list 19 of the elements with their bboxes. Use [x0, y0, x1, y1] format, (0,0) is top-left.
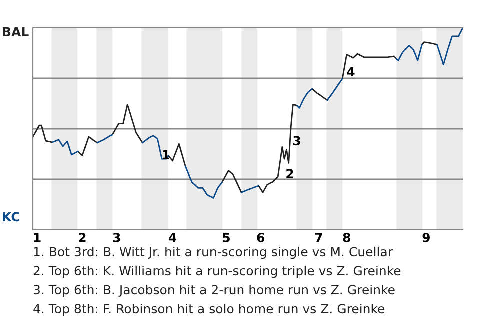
- x-tick-label: 6: [257, 233, 265, 242]
- x-tick-label: 2: [79, 233, 86, 242]
- annotation: 1: [163, 150, 170, 160]
- x-tick-label: 3: [113, 233, 120, 242]
- x-tick-label: 8: [343, 233, 350, 242]
- x-tick-label: 4: [168, 233, 177, 242]
- text: KC: [3, 212, 20, 222]
- annotation: 4: [347, 67, 355, 76]
- text: 1. Bot 3rd: B. Witt Jr. hit a run-scoring single vs M. Cuellar: [34, 246, 394, 260]
- x-tick-label: 1: [34, 233, 41, 242]
- x-tick-label: 9: [422, 233, 430, 242]
- annotation: 3: [293, 136, 300, 146]
- x-tick-label: 5: [223, 233, 230, 242]
- text: 2. Top 6th: K. Williams hit a run-scoring triple vs Z. Greinke: [34, 266, 401, 278]
- annotation: 2: [286, 169, 294, 178]
- text: 3. Top 6th: B. Jacobson hit a 2-run home run vs Z. Greinke: [34, 284, 395, 298]
- x-tick-label: 7: [315, 233, 322, 242]
- text: BAL: [3, 27, 29, 36]
- text: 4. Top 8th: F. Robinson hit a solo home run vs Z. Greinke: [34, 304, 385, 316]
